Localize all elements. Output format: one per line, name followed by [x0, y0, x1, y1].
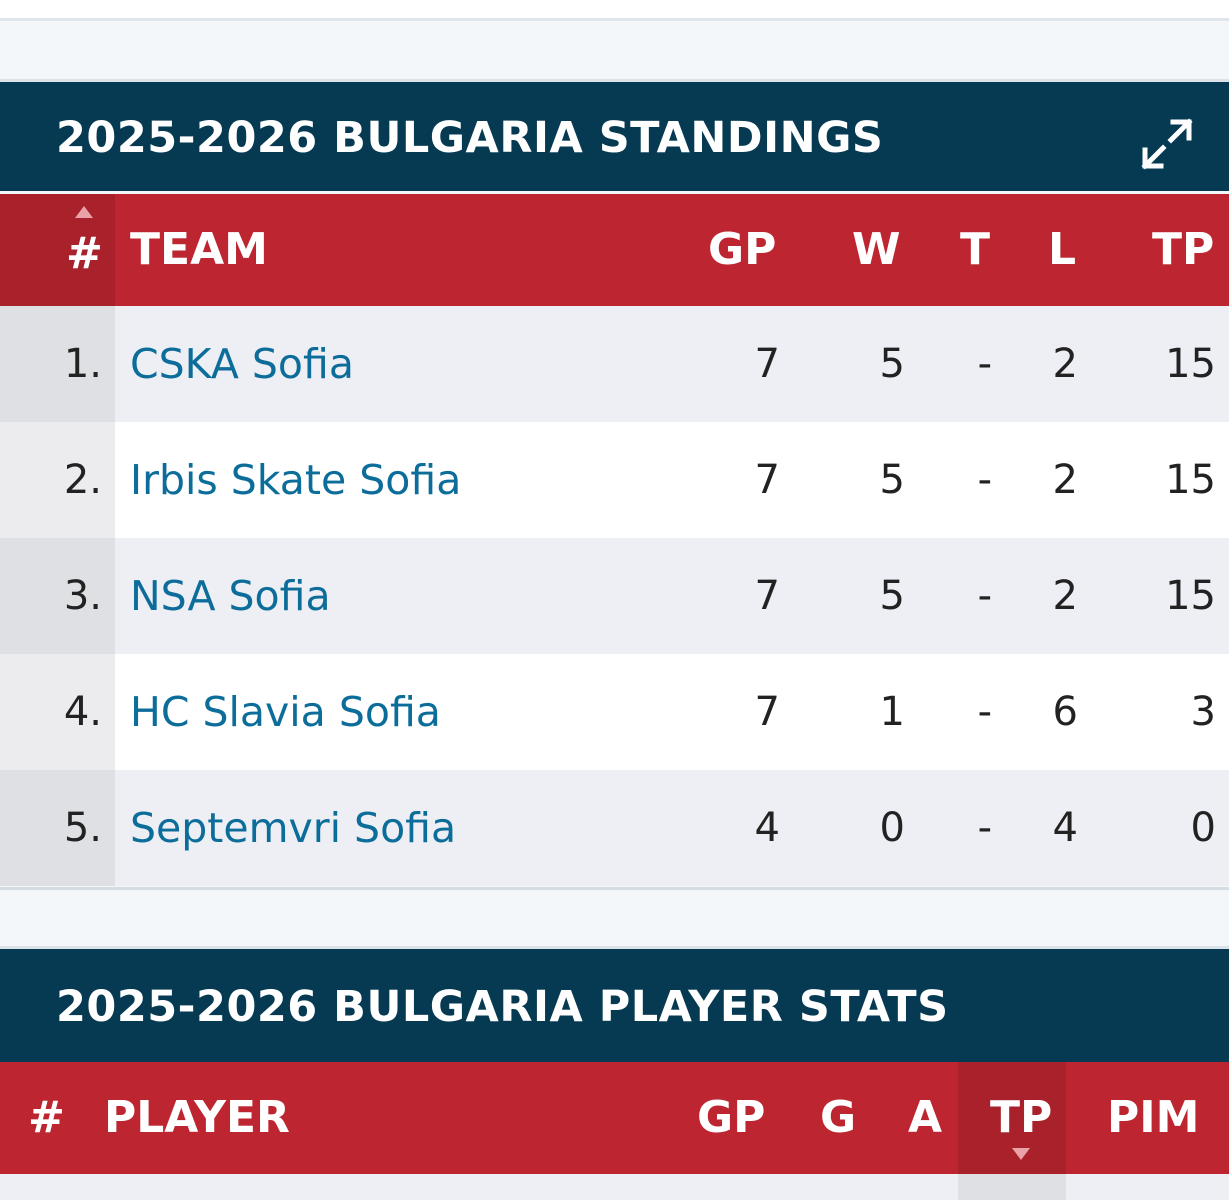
t-cell: - — [977, 457, 992, 503]
standings-title: 2025-2026 BULGARIA STANDINGS — [56, 113, 884, 163]
team-link[interactable]: Irbis Skate Sofia — [130, 456, 462, 504]
w-cell: 5 — [879, 457, 905, 503]
l-cell: 2 — [1052, 573, 1078, 619]
table-row: 5. Septemvri Sofia 4 0 - 4 0 — [0, 770, 1229, 886]
player-stats-header: 2025-2026 BULGARIA PLAYER STATS — [0, 946, 1229, 1062]
l-cell: 6 — [1052, 689, 1078, 735]
rank-cell-bg — [0, 770, 115, 886]
rank-sort-column-bg — [0, 194, 115, 306]
l-cell: 4 — [1052, 805, 1078, 851]
sort-ascending-icon — [75, 206, 93, 218]
table-row: 3. NSA Sofia 7 5 - 2 15 — [0, 538, 1229, 654]
rank-cell-bg — [0, 422, 115, 538]
gp-cell: 7 — [754, 689, 780, 735]
l-cell: 2 — [1052, 341, 1078, 387]
top-strip — [0, 0, 1229, 21]
rank-cell: 3. — [63, 573, 102, 619]
column-header-pim[interactable]: PIM — [1107, 1092, 1200, 1143]
team-link[interactable]: NSA Sofia — [130, 572, 331, 620]
team-link[interactable]: Septemvri Sofia — [130, 804, 457, 852]
w-cell: 5 — [879, 573, 905, 619]
rank-cell: 5. — [63, 805, 102, 851]
player-stats-first-row-partial — [0, 1174, 1229, 1200]
column-header-w[interactable]: W — [852, 224, 901, 275]
l-cell: 2 — [1052, 457, 1078, 503]
column-header-tp[interactable]: TP — [990, 1092, 1053, 1143]
gp-cell: 7 — [754, 341, 780, 387]
rank-cell-bg — [0, 306, 115, 422]
standings-header: 2025-2026 BULGARIA STANDINGS — [0, 79, 1229, 191]
player-stats-title: 2025-2026 BULGARIA PLAYER STATS — [56, 982, 949, 1032]
tp-cell: 0 — [1190, 805, 1216, 851]
w-cell: 1 — [879, 689, 905, 735]
column-header-gp[interactable]: GP — [697, 1092, 766, 1143]
w-cell: 0 — [879, 805, 905, 851]
rank-cell: 4. — [63, 689, 102, 735]
tp-cell: 15 — [1165, 341, 1216, 387]
team-link[interactable]: CSKA Sofia — [130, 340, 354, 388]
column-header-g[interactable]: G — [820, 1092, 857, 1143]
gp-cell: 4 — [754, 805, 780, 851]
column-header-tp[interactable]: TP — [1152, 224, 1215, 275]
rank-cell-bg — [0, 654, 115, 770]
table-row: 2. Irbis Skate Sofia 7 5 - 2 15 — [0, 422, 1229, 538]
standings-column-headers: # TEAM GP W T L TP — [0, 194, 1229, 306]
rank-cell: 1. — [63, 341, 102, 387]
column-header-player[interactable]: PLAYER — [104, 1092, 290, 1143]
t-cell: - — [977, 573, 992, 619]
rank-cell: 2. — [63, 457, 102, 503]
team-link[interactable]: HC Slavia Sofia — [130, 688, 441, 736]
tp-cell: 15 — [1165, 457, 1216, 503]
expand-arrows-icon[interactable] — [1139, 116, 1195, 172]
sort-descending-icon — [1012, 1148, 1030, 1160]
tp-sorted-column-cell — [958, 1174, 1066, 1200]
column-header-rank[interactable]: # — [28, 1092, 65, 1143]
gp-cell: 7 — [754, 573, 780, 619]
tp-cell: 15 — [1165, 573, 1216, 619]
t-cell: - — [977, 689, 992, 735]
w-cell: 5 — [879, 341, 905, 387]
table-row: 1. CSKA Sofia 7 5 - 2 15 — [0, 306, 1229, 422]
gp-cell: 7 — [754, 457, 780, 503]
column-header-rank[interactable]: # — [66, 228, 103, 279]
column-header-gp[interactable]: GP — [708, 224, 777, 275]
table-row: 4. HC Slavia Sofia 7 1 - 6 3 — [0, 654, 1229, 770]
rank-cell-bg — [0, 538, 115, 654]
column-header-a[interactable]: A — [908, 1092, 943, 1143]
tp-cell: 3 — [1190, 689, 1216, 735]
t-cell: - — [977, 805, 992, 851]
t-cell: - — [977, 341, 992, 387]
column-header-l[interactable]: L — [1048, 224, 1077, 275]
player-stats-column-headers: # PLAYER GP G A TP PIM — [0, 1062, 1229, 1174]
column-header-t[interactable]: T — [960, 224, 991, 275]
column-header-team[interactable]: TEAM — [130, 224, 268, 275]
standings-bottom-border — [0, 887, 1229, 890]
